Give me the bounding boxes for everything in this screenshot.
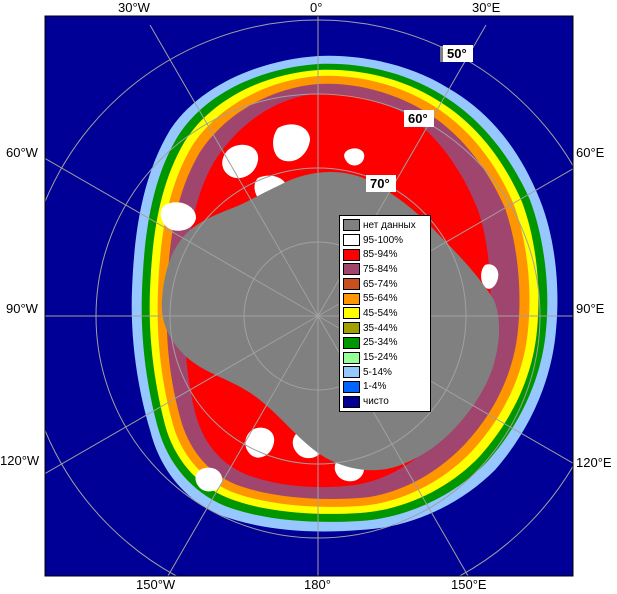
legend-item: 75-84% <box>343 262 430 277</box>
legend-item: 35-44% <box>343 321 430 336</box>
legend-item: 65-74% <box>343 277 430 292</box>
lon-label-150e: 150°E <box>451 577 487 592</box>
lon-label-120w: 120°W <box>0 453 40 468</box>
legend-label: 1-4% <box>363 381 387 393</box>
legend-label: 55-64% <box>363 293 398 305</box>
lon-label-90e: 90°E <box>576 301 605 316</box>
legend-label: 35-44% <box>363 322 398 334</box>
legend-swatch <box>343 351 360 364</box>
legend-item: 1-4% <box>343 380 430 395</box>
legend-swatch <box>343 380 360 393</box>
lon-label-0: 0° <box>310 0 323 15</box>
legend-swatch <box>343 278 360 291</box>
legend-swatch <box>343 336 360 349</box>
legend-label: 95-100% <box>363 234 404 246</box>
legend-label: 75-84% <box>363 263 398 275</box>
legend-item: 85-94% <box>343 247 430 262</box>
lon-label-60e: 60°E <box>576 145 605 160</box>
svg-text:50°: 50° <box>447 46 467 61</box>
lon-label-120e: 120°E <box>576 455 612 470</box>
legend-label: 65-74% <box>363 278 398 290</box>
legend-label: 5-14% <box>363 366 392 378</box>
legend-label: 25-34% <box>363 337 398 349</box>
lon-label-30w: 30°W <box>118 0 150 15</box>
map-frame <box>44 15 574 577</box>
lon-label-150w: 150°W <box>136 577 176 592</box>
map-legend: нет данных 95-100% 85-94% 75-84% 65-74% 55-64… <box>339 215 431 412</box>
lon-label-60w: 60°W <box>6 145 38 160</box>
legend-item: 15-24% <box>343 350 430 365</box>
legend-item: чисто <box>343 394 430 409</box>
lon-label-30e: 30°E <box>472 0 501 15</box>
legend-swatch <box>343 292 360 305</box>
lon-label-180: 180° <box>304 577 331 592</box>
legend-swatch <box>343 395 360 408</box>
legend-item: 95-100% <box>343 233 430 248</box>
legend-swatch <box>343 219 360 232</box>
legend-swatch <box>343 263 360 276</box>
legend-swatch <box>343 366 360 379</box>
legend-item: нет данных <box>343 218 430 233</box>
lon-label-90w: 90°W <box>6 301 38 316</box>
svg-text:60°: 60° <box>408 111 428 126</box>
legend-swatch <box>343 322 360 335</box>
legend-label: 85-94% <box>363 249 398 261</box>
legend-swatch <box>343 234 360 247</box>
legend-label: 15-24% <box>363 352 398 364</box>
lat-label-60: 60° <box>404 110 434 127</box>
svg-text:70°: 70° <box>370 176 390 191</box>
legend-item: 45-54% <box>343 306 430 321</box>
legend-label: нет данных <box>363 219 416 231</box>
lat-label-50: 50° <box>443 45 473 62</box>
legend-label: чисто <box>363 396 389 408</box>
lat-label-70: 70° <box>366 175 396 192</box>
legend-swatch <box>343 248 360 261</box>
legend-item: 5-14% <box>343 365 430 380</box>
legend-label: 45-54% <box>363 307 398 319</box>
legend-item: 25-34% <box>343 336 430 351</box>
legend-item: 55-64% <box>343 291 430 306</box>
legend-swatch <box>343 307 360 320</box>
